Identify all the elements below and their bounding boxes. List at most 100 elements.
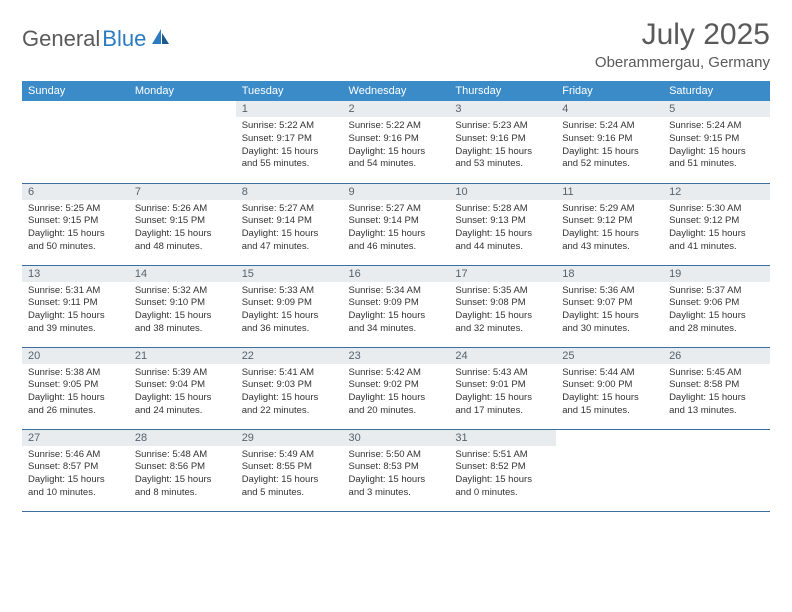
daylight-line: Daylight: 15 hours and 54 minutes.	[349, 146, 444, 172]
calendar-day-cell: 22Sunrise: 5:41 AMSunset: 9:03 PMDayligh…	[236, 347, 343, 429]
daylight-line: Daylight: 15 hours and 38 minutes.	[135, 310, 230, 336]
day-details: Sunrise: 5:22 AMSunset: 9:17 PMDaylight:…	[236, 117, 343, 174]
sunset-line: Sunset: 9:15 PM	[669, 133, 764, 146]
sunrise-line: Sunrise: 5:34 AM	[349, 285, 444, 298]
logo-text-general: General	[22, 26, 100, 52]
sunrise-line: Sunrise: 5:38 AM	[28, 367, 123, 380]
sunset-line: Sunset: 9:08 PM	[455, 297, 550, 310]
calendar-day-cell	[129, 101, 236, 183]
day-details: Sunrise: 5:42 AMSunset: 9:02 PMDaylight:…	[343, 364, 450, 421]
calendar-week-row: 6Sunrise: 5:25 AMSunset: 9:15 PMDaylight…	[22, 183, 770, 265]
sunrise-line: Sunrise: 5:32 AM	[135, 285, 230, 298]
sunrise-line: Sunrise: 5:37 AM	[669, 285, 764, 298]
calendar-day-cell: 26Sunrise: 5:45 AMSunset: 8:58 PMDayligh…	[663, 347, 770, 429]
calendar-week-row: 1Sunrise: 5:22 AMSunset: 9:17 PMDaylight…	[22, 101, 770, 183]
sunset-line: Sunset: 9:15 PM	[135, 215, 230, 228]
day-number: 25	[556, 348, 663, 364]
sunrise-line: Sunrise: 5:51 AM	[455, 449, 550, 462]
daylight-line: Daylight: 15 hours and 26 minutes.	[28, 392, 123, 418]
weekday-header: Monday	[129, 81, 236, 101]
sunrise-line: Sunrise: 5:27 AM	[349, 203, 444, 216]
day-number: 20	[22, 348, 129, 364]
sunset-line: Sunset: 9:02 PM	[349, 379, 444, 392]
calendar-week-row: 20Sunrise: 5:38 AMSunset: 9:05 PMDayligh…	[22, 347, 770, 429]
calendar-day-cell: 3Sunrise: 5:23 AMSunset: 9:16 PMDaylight…	[449, 101, 556, 183]
calendar-day-cell: 9Sunrise: 5:27 AMSunset: 9:14 PMDaylight…	[343, 183, 450, 265]
calendar-day-cell: 25Sunrise: 5:44 AMSunset: 9:00 PMDayligh…	[556, 347, 663, 429]
day-details: Sunrise: 5:46 AMSunset: 8:57 PMDaylight:…	[22, 446, 129, 503]
sunset-line: Sunset: 9:12 PM	[562, 215, 657, 228]
sunrise-line: Sunrise: 5:43 AM	[455, 367, 550, 380]
day-details: Sunrise: 5:50 AMSunset: 8:53 PMDaylight:…	[343, 446, 450, 503]
day-number: 30	[343, 430, 450, 446]
calendar-day-cell: 30Sunrise: 5:50 AMSunset: 8:53 PMDayligh…	[343, 429, 450, 511]
day-details: Sunrise: 5:45 AMSunset: 8:58 PMDaylight:…	[663, 364, 770, 421]
day-details: Sunrise: 5:24 AMSunset: 9:15 PMDaylight:…	[663, 117, 770, 174]
day-details: Sunrise: 5:32 AMSunset: 9:10 PMDaylight:…	[129, 282, 236, 339]
daylight-line: Daylight: 15 hours and 17 minutes.	[455, 392, 550, 418]
sunrise-line: Sunrise: 5:46 AM	[28, 449, 123, 462]
daylight-line: Daylight: 15 hours and 32 minutes.	[455, 310, 550, 336]
sunrise-line: Sunrise: 5:24 AM	[562, 120, 657, 133]
location-subtitle: Oberammergau, Germany	[595, 54, 770, 71]
day-number: 13	[22, 266, 129, 282]
day-number: 29	[236, 430, 343, 446]
daylight-line: Daylight: 15 hours and 8 minutes.	[135, 474, 230, 500]
daylight-line: Daylight: 15 hours and 30 minutes.	[562, 310, 657, 336]
calendar-day-cell: 31Sunrise: 5:51 AMSunset: 8:52 PMDayligh…	[449, 429, 556, 511]
day-number: 3	[449, 101, 556, 117]
empty-day-header	[129, 101, 236, 117]
day-number: 7	[129, 184, 236, 200]
calendar-day-cell: 14Sunrise: 5:32 AMSunset: 9:10 PMDayligh…	[129, 265, 236, 347]
day-number: 23	[343, 348, 450, 364]
sunrise-line: Sunrise: 5:24 AM	[669, 120, 764, 133]
day-details: Sunrise: 5:51 AMSunset: 8:52 PMDaylight:…	[449, 446, 556, 503]
day-number: 27	[22, 430, 129, 446]
day-number: 26	[663, 348, 770, 364]
daylight-line: Daylight: 15 hours and 46 minutes.	[349, 228, 444, 254]
calendar-day-cell	[556, 429, 663, 511]
sunset-line: Sunset: 9:16 PM	[562, 133, 657, 146]
day-number: 6	[22, 184, 129, 200]
day-number: 18	[556, 266, 663, 282]
page-header: GeneralBlue July 2025 Oberammergau, Germ…	[22, 18, 770, 71]
calendar-day-cell: 17Sunrise: 5:35 AMSunset: 9:08 PMDayligh…	[449, 265, 556, 347]
sunset-line: Sunset: 9:13 PM	[455, 215, 550, 228]
sunrise-line: Sunrise: 5:22 AM	[242, 120, 337, 133]
calendar-day-cell: 2Sunrise: 5:22 AMSunset: 9:16 PMDaylight…	[343, 101, 450, 183]
day-details: Sunrise: 5:41 AMSunset: 9:03 PMDaylight:…	[236, 364, 343, 421]
day-details: Sunrise: 5:22 AMSunset: 9:16 PMDaylight:…	[343, 117, 450, 174]
sunset-line: Sunset: 9:09 PM	[242, 297, 337, 310]
sunrise-line: Sunrise: 5:45 AM	[669, 367, 764, 380]
daylight-line: Daylight: 15 hours and 47 minutes.	[242, 228, 337, 254]
sunrise-line: Sunrise: 5:49 AM	[242, 449, 337, 462]
daylight-line: Daylight: 15 hours and 22 minutes.	[242, 392, 337, 418]
calendar-day-cell: 21Sunrise: 5:39 AMSunset: 9:04 PMDayligh…	[129, 347, 236, 429]
day-details: Sunrise: 5:37 AMSunset: 9:06 PMDaylight:…	[663, 282, 770, 339]
day-details: Sunrise: 5:39 AMSunset: 9:04 PMDaylight:…	[129, 364, 236, 421]
day-number: 16	[343, 266, 450, 282]
sunrise-line: Sunrise: 5:35 AM	[455, 285, 550, 298]
daylight-line: Daylight: 15 hours and 51 minutes.	[669, 146, 764, 172]
weekday-header: Thursday	[449, 81, 556, 101]
sail-icon	[150, 27, 172, 52]
calendar-day-cell: 11Sunrise: 5:29 AMSunset: 9:12 PMDayligh…	[556, 183, 663, 265]
sunset-line: Sunset: 9:10 PM	[135, 297, 230, 310]
day-number: 28	[129, 430, 236, 446]
calendar-day-cell: 15Sunrise: 5:33 AMSunset: 9:09 PMDayligh…	[236, 265, 343, 347]
sunset-line: Sunset: 9:16 PM	[349, 133, 444, 146]
day-details: Sunrise: 5:26 AMSunset: 9:15 PMDaylight:…	[129, 200, 236, 257]
sunset-line: Sunset: 9:17 PM	[242, 133, 337, 146]
calendar-day-cell: 8Sunrise: 5:27 AMSunset: 9:14 PMDaylight…	[236, 183, 343, 265]
calendar-day-cell: 1Sunrise: 5:22 AMSunset: 9:17 PMDaylight…	[236, 101, 343, 183]
day-number: 2	[343, 101, 450, 117]
calendar-day-cell: 5Sunrise: 5:24 AMSunset: 9:15 PMDaylight…	[663, 101, 770, 183]
sunrise-line: Sunrise: 5:30 AM	[669, 203, 764, 216]
sunset-line: Sunset: 8:55 PM	[242, 461, 337, 474]
logo-text-blue: Blue	[102, 26, 146, 52]
daylight-line: Daylight: 15 hours and 10 minutes.	[28, 474, 123, 500]
day-details: Sunrise: 5:44 AMSunset: 9:00 PMDaylight:…	[556, 364, 663, 421]
calendar-page: GeneralBlue July 2025 Oberammergau, Germ…	[0, 0, 792, 530]
calendar-day-cell	[22, 101, 129, 183]
calendar-day-cell: 28Sunrise: 5:48 AMSunset: 8:56 PMDayligh…	[129, 429, 236, 511]
